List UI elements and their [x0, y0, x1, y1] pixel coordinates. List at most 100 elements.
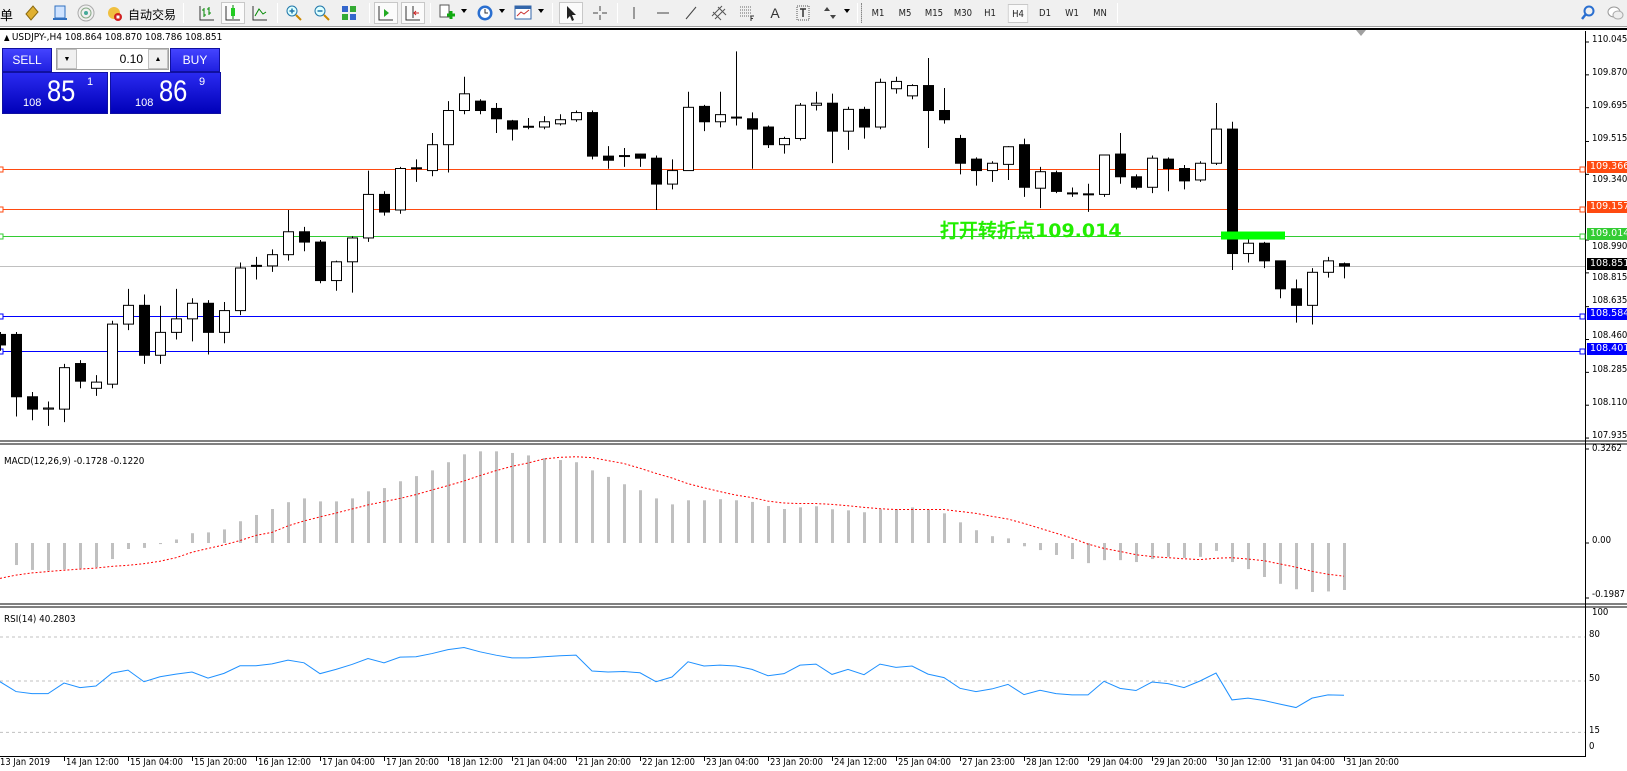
macd-histogram-bar	[543, 458, 546, 543]
sell-price-box[interactable]: 108 85 1	[2, 72, 108, 114]
price-tick-label: 109.515	[1592, 133, 1627, 145]
templates-icon[interactable]	[511, 2, 535, 24]
indicators-dropdown-icon[interactable]	[461, 9, 467, 13]
candlestick-chart-icon[interactable]	[221, 2, 245, 24]
rsi-axis-50: 50	[1589, 673, 1600, 684]
sell-price-prefix: 108	[23, 97, 42, 109]
toolbar-grip[interactable]	[861, 3, 862, 23]
candle-bullish	[43, 407, 54, 410]
metaeditor-icon[interactable]	[20, 2, 44, 24]
equidistant-channel-icon[interactable]	[707, 2, 731, 24]
candle-bullish	[1195, 162, 1206, 181]
time-tick-label: 22 Jan 12:00	[642, 757, 695, 768]
macd-histogram-bar	[687, 500, 690, 543]
signals-icon[interactable]	[74, 2, 98, 24]
macd-histogram-bar	[911, 507, 914, 543]
indicators-icon[interactable]	[435, 2, 459, 24]
vertical-line-icon[interactable]	[622, 2, 646, 24]
periods-dropdown-icon[interactable]	[499, 9, 505, 13]
search-icon[interactable]	[1576, 2, 1600, 24]
timeframe-m15[interactable]: M15	[924, 8, 944, 19]
line-handle-left[interactable]	[0, 233, 4, 240]
macd-histogram-bar	[1311, 543, 1314, 592]
macd-histogram-bar	[719, 499, 722, 543]
fibonacci-icon[interactable]	[735, 2, 759, 24]
line-chart-icon[interactable]	[248, 2, 272, 24]
new-order-menu-label[interactable]: 单	[0, 8, 14, 23]
candle-bearish	[203, 302, 214, 333]
timeframe-m30[interactable]: M30	[953, 8, 973, 19]
line-handle-right[interactable]	[1579, 206, 1586, 213]
lot-decrease-button[interactable]: ▼	[57, 49, 77, 69]
timeframe-m1[interactable]: M1	[871, 8, 885, 19]
candle-bullish	[1147, 157, 1158, 188]
candle-bearish	[1019, 144, 1030, 188]
collapse-triangle-icon[interactable]: ▲	[4, 33, 12, 42]
zoom-in-icon[interactable]	[282, 2, 306, 24]
candle-bearish	[1259, 242, 1270, 262]
terminal-icon[interactable]	[48, 2, 72, 24]
sell-button[interactable]: SELL	[2, 48, 52, 72]
line-handle-left[interactable]	[0, 206, 4, 213]
chat-icon[interactable]	[1603, 2, 1627, 24]
timeframe-m5[interactable]: M5	[898, 8, 912, 19]
tile-windows-icon[interactable]	[337, 2, 361, 24]
chart-shift-marker[interactable]	[1356, 30, 1366, 36]
line-handle-right[interactable]	[1579, 166, 1586, 173]
line-handle-left[interactable]	[0, 313, 4, 320]
time-tick-label: 27 Jan 23:00	[962, 757, 1015, 768]
line-handle-right[interactable]	[1579, 313, 1586, 320]
bar-chart-icon[interactable]	[195, 2, 219, 24]
macd-histogram-bar	[1135, 543, 1138, 563]
templates-dropdown-icon[interactable]	[538, 9, 544, 13]
arrows-dropdown-icon[interactable]	[844, 9, 850, 13]
cursor-icon[interactable]	[559, 2, 583, 24]
candle-bullish	[235, 267, 246, 312]
candle-bearish	[747, 118, 758, 130]
candle-bearish	[859, 108, 870, 128]
buy-button[interactable]: BUY	[170, 48, 220, 72]
timeframe-h4[interactable]: H4	[1007, 4, 1029, 23]
chart-window[interactable]	[0, 28, 1627, 769]
lot-value[interactable]: 0.10	[119, 52, 143, 66]
periods-icon[interactable]	[473, 2, 497, 24]
autotrading-button[interactable]: 自动交易	[128, 8, 177, 22]
lot-size-field[interactable]: ▼ 0.10 ▲	[56, 48, 169, 70]
pivot-annotation-text[interactable]: 打开转折点109.014	[940, 220, 1122, 242]
arrows-icon[interactable]	[818, 2, 842, 24]
pivot-zone-marker[interactable]	[1221, 231, 1285, 240]
macd-histogram-bar	[559, 460, 562, 543]
line-handle-right[interactable]	[1579, 348, 1586, 355]
time-tick-label: 23 Jan 20:00	[770, 757, 823, 768]
chart-shift-icon[interactable]	[401, 2, 425, 24]
chart-canvas[interactable]	[0, 30, 1627, 771]
timeframe-h1[interactable]: H1	[984, 8, 996, 19]
candle-bullish	[219, 310, 230, 333]
time-tick-label: 16 Jan 12:00	[258, 757, 311, 768]
line-handle-right[interactable]	[1579, 233, 1586, 240]
horizontal-line-icon[interactable]	[651, 2, 675, 24]
candle-bearish	[923, 85, 934, 112]
time-tick-label: 21 Jan 20:00	[578, 757, 631, 768]
macd-histogram-bar	[127, 543, 130, 549]
candle-bullish	[155, 331, 166, 356]
macd-axis-max: 0.3262	[1592, 443, 1622, 454]
buy-price-prefix: 108	[135, 97, 154, 109]
candle-bullish	[427, 144, 438, 172]
trendline-icon[interactable]	[679, 2, 703, 24]
lot-increase-button[interactable]: ▲	[148, 49, 168, 69]
timeframe-w1[interactable]: W1	[1065, 8, 1079, 19]
text-icon[interactable]: A	[763, 2, 787, 24]
text-label-icon[interactable]	[791, 2, 815, 24]
candle-bullish	[779, 137, 790, 146]
time-tick-label: 30 Jan 12:00	[1218, 757, 1271, 768]
auto-scroll-icon[interactable]	[374, 2, 398, 24]
timeframe-d1[interactable]: D1	[1039, 8, 1051, 19]
line-handle-left[interactable]	[0, 166, 4, 173]
crosshair-icon[interactable]	[588, 2, 612, 24]
autotrading-icon[interactable]	[103, 2, 127, 24]
timeframe-mn[interactable]: MN	[1093, 8, 1107, 19]
time-tick-label: 29 Jan 20:00	[1154, 757, 1207, 768]
buy-price-box[interactable]: 108 86 9	[110, 72, 221, 114]
zoom-out-icon[interactable]	[310, 2, 334, 24]
